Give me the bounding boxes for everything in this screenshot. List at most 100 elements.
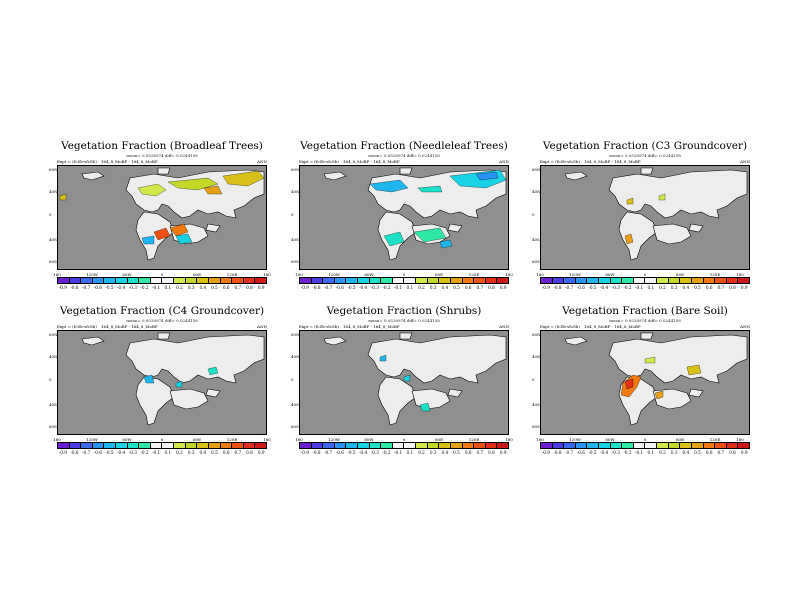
lon-label: 180: [505, 272, 513, 277]
colorbar-tick-label: 0.4: [199, 285, 207, 290]
lon-label: 60W: [122, 437, 132, 442]
colorbar-cell: [346, 443, 359, 448]
lat-label: 40S: [49, 237, 57, 242]
panel-title: Vegetation Fraction (Broadleaf Trees): [61, 140, 263, 152]
colorbar-cell: [92, 278, 105, 283]
panel-title: Vegetation Fraction (C3 Groundcover): [542, 140, 748, 152]
colorbar-cell: [69, 443, 82, 448]
lon-label: 120E: [709, 437, 721, 442]
anomaly-patches: [620, 356, 702, 400]
lon-label: 120W: [328, 437, 340, 442]
colorbar-cell: [450, 443, 463, 448]
colorbar-tick-label: 0.6: [464, 450, 472, 455]
colorbar-cell: [69, 278, 82, 283]
lon-label: 120E: [226, 272, 238, 277]
colorbar-tick-label: -0.8: [312, 285, 321, 290]
colorbar-cell: [474, 278, 486, 283]
colorbar-tick-label: 0.8: [488, 285, 495, 290]
lon-label: 120E: [468, 437, 480, 442]
colorbar-tick-label: 0.3: [670, 285, 678, 290]
lat-label: 60S: [532, 424, 540, 429]
season-label: ANN: [499, 324, 509, 329]
colorbar-cell: [139, 443, 151, 448]
colorbar-cell: [552, 278, 565, 283]
colorbar-tick-label: -0.5: [105, 450, 114, 455]
world-map: [323, 332, 507, 426]
colorbar-tick-label: -0.1: [635, 450, 644, 455]
colorbar-cell: [668, 278, 681, 283]
colorbar-cell: [127, 443, 140, 448]
colorbar-tick-label: -0.8: [70, 450, 79, 455]
lat-label: 40S: [49, 402, 57, 407]
colorbar-tick-label: -0.2: [382, 450, 391, 455]
colorbar-cell: [174, 443, 186, 448]
lon-label: 180: [53, 437, 61, 442]
colorbar-ticks: -0.9 -0.8 -0.7 -0.6 -0.5 -0.4 -0.3 -0.2 -0.1 0.1 0…: [299, 450, 509, 455]
colorbar-ticks: -0.9 -0.8 -0.7 -0.6 -0.5 -0.4 -0.3 -0.2 -0.1 0.1 0…: [299, 285, 509, 290]
colorbar-tick-label: -0.8: [553, 450, 562, 455]
lat-label: 60S: [532, 259, 540, 264]
colorbar-cell: [358, 278, 370, 283]
colorbar-cell: [392, 443, 405, 448]
colorbar-tick-label: 0.5: [453, 450, 460, 455]
colorbar-tick-label: 0.6: [464, 285, 472, 290]
colorbar-cell: [497, 443, 508, 448]
colorbar-tick-label: -0.2: [623, 450, 632, 455]
colorbar-tick-label: 0.5: [211, 450, 218, 455]
colorbar-tick-label: 0.3: [187, 285, 195, 290]
lon-label: 180: [53, 272, 61, 277]
colorbar-tick-label: 0.7: [234, 450, 242, 455]
lon-label: 60E: [434, 272, 443, 277]
colorbar-tick-label: -0.4: [359, 450, 368, 455]
colorbar-cell: [197, 278, 209, 283]
colorbar-tick-label: 0.7: [717, 450, 725, 455]
colorbar-tick-label: 0.2: [176, 285, 183, 290]
colorbar-tick-label: -0.5: [588, 285, 597, 290]
colorbar-tick-label: 0.5: [211, 285, 218, 290]
colorbar-cell: [232, 443, 244, 448]
colorbar-cell: [127, 278, 140, 283]
lat-label: 40S: [291, 402, 299, 407]
colorbar-cell: [715, 443, 727, 448]
colorbar-cell: [323, 278, 335, 283]
colorbar-cell: [358, 443, 370, 448]
colorbar-cell: [575, 443, 588, 448]
colorbar-tick-label: 0.2: [418, 450, 425, 455]
lat-label: 60N: [532, 332, 541, 337]
lat-label: 60S: [291, 424, 299, 429]
colorbar-cell: [738, 278, 749, 283]
colorbar-cell: [575, 278, 588, 283]
lon-label: 180: [536, 272, 544, 277]
colorbar-cell: [323, 443, 335, 448]
colorbar-cell: [208, 443, 221, 448]
lon-label: 0: [643, 272, 647, 277]
colorbar-cell: [185, 278, 198, 283]
colorbar-cell: [81, 278, 93, 283]
colorbar-cell: [381, 443, 393, 448]
lon-label: 0: [160, 272, 164, 277]
colorbar-tick-label: -0.3: [611, 285, 620, 290]
colorbar-cell: [691, 443, 704, 448]
colorbar-tick-label: -0.7: [324, 285, 333, 290]
colorbar-tick-label: 0.1: [647, 450, 655, 455]
colorbar-tick-label: 0.6: [705, 450, 713, 455]
colorbar-cell: [58, 443, 70, 448]
colorbar-cell: [404, 278, 417, 283]
colorbar-cell: [116, 443, 128, 448]
colorbar-tick-label: -0.6: [335, 285, 344, 290]
colorbar-cell: [427, 443, 440, 448]
colorbar-cell: [300, 443, 312, 448]
season-label: ANN: [257, 324, 267, 329]
colorbar-tick-label: -0.5: [347, 450, 356, 455]
colorbar: [540, 277, 750, 284]
anomaly-patches: [59, 170, 265, 245]
colorbar-tick-label: 0.3: [670, 450, 678, 455]
colorbar-tick-label: 0.9: [740, 285, 748, 290]
experiment-label: Expt = (fcSb-sfcSb): [540, 159, 580, 164]
colorbar-cell: [243, 278, 256, 283]
colorbar-tick-label: 0.3: [429, 285, 437, 290]
lon-label: 180: [295, 437, 303, 442]
colorbar-cell: [657, 278, 669, 283]
panel-subtitle: mean= 0.0528974 diff= 0.0244158: [368, 153, 440, 158]
colorbar-cell: [680, 278, 692, 283]
